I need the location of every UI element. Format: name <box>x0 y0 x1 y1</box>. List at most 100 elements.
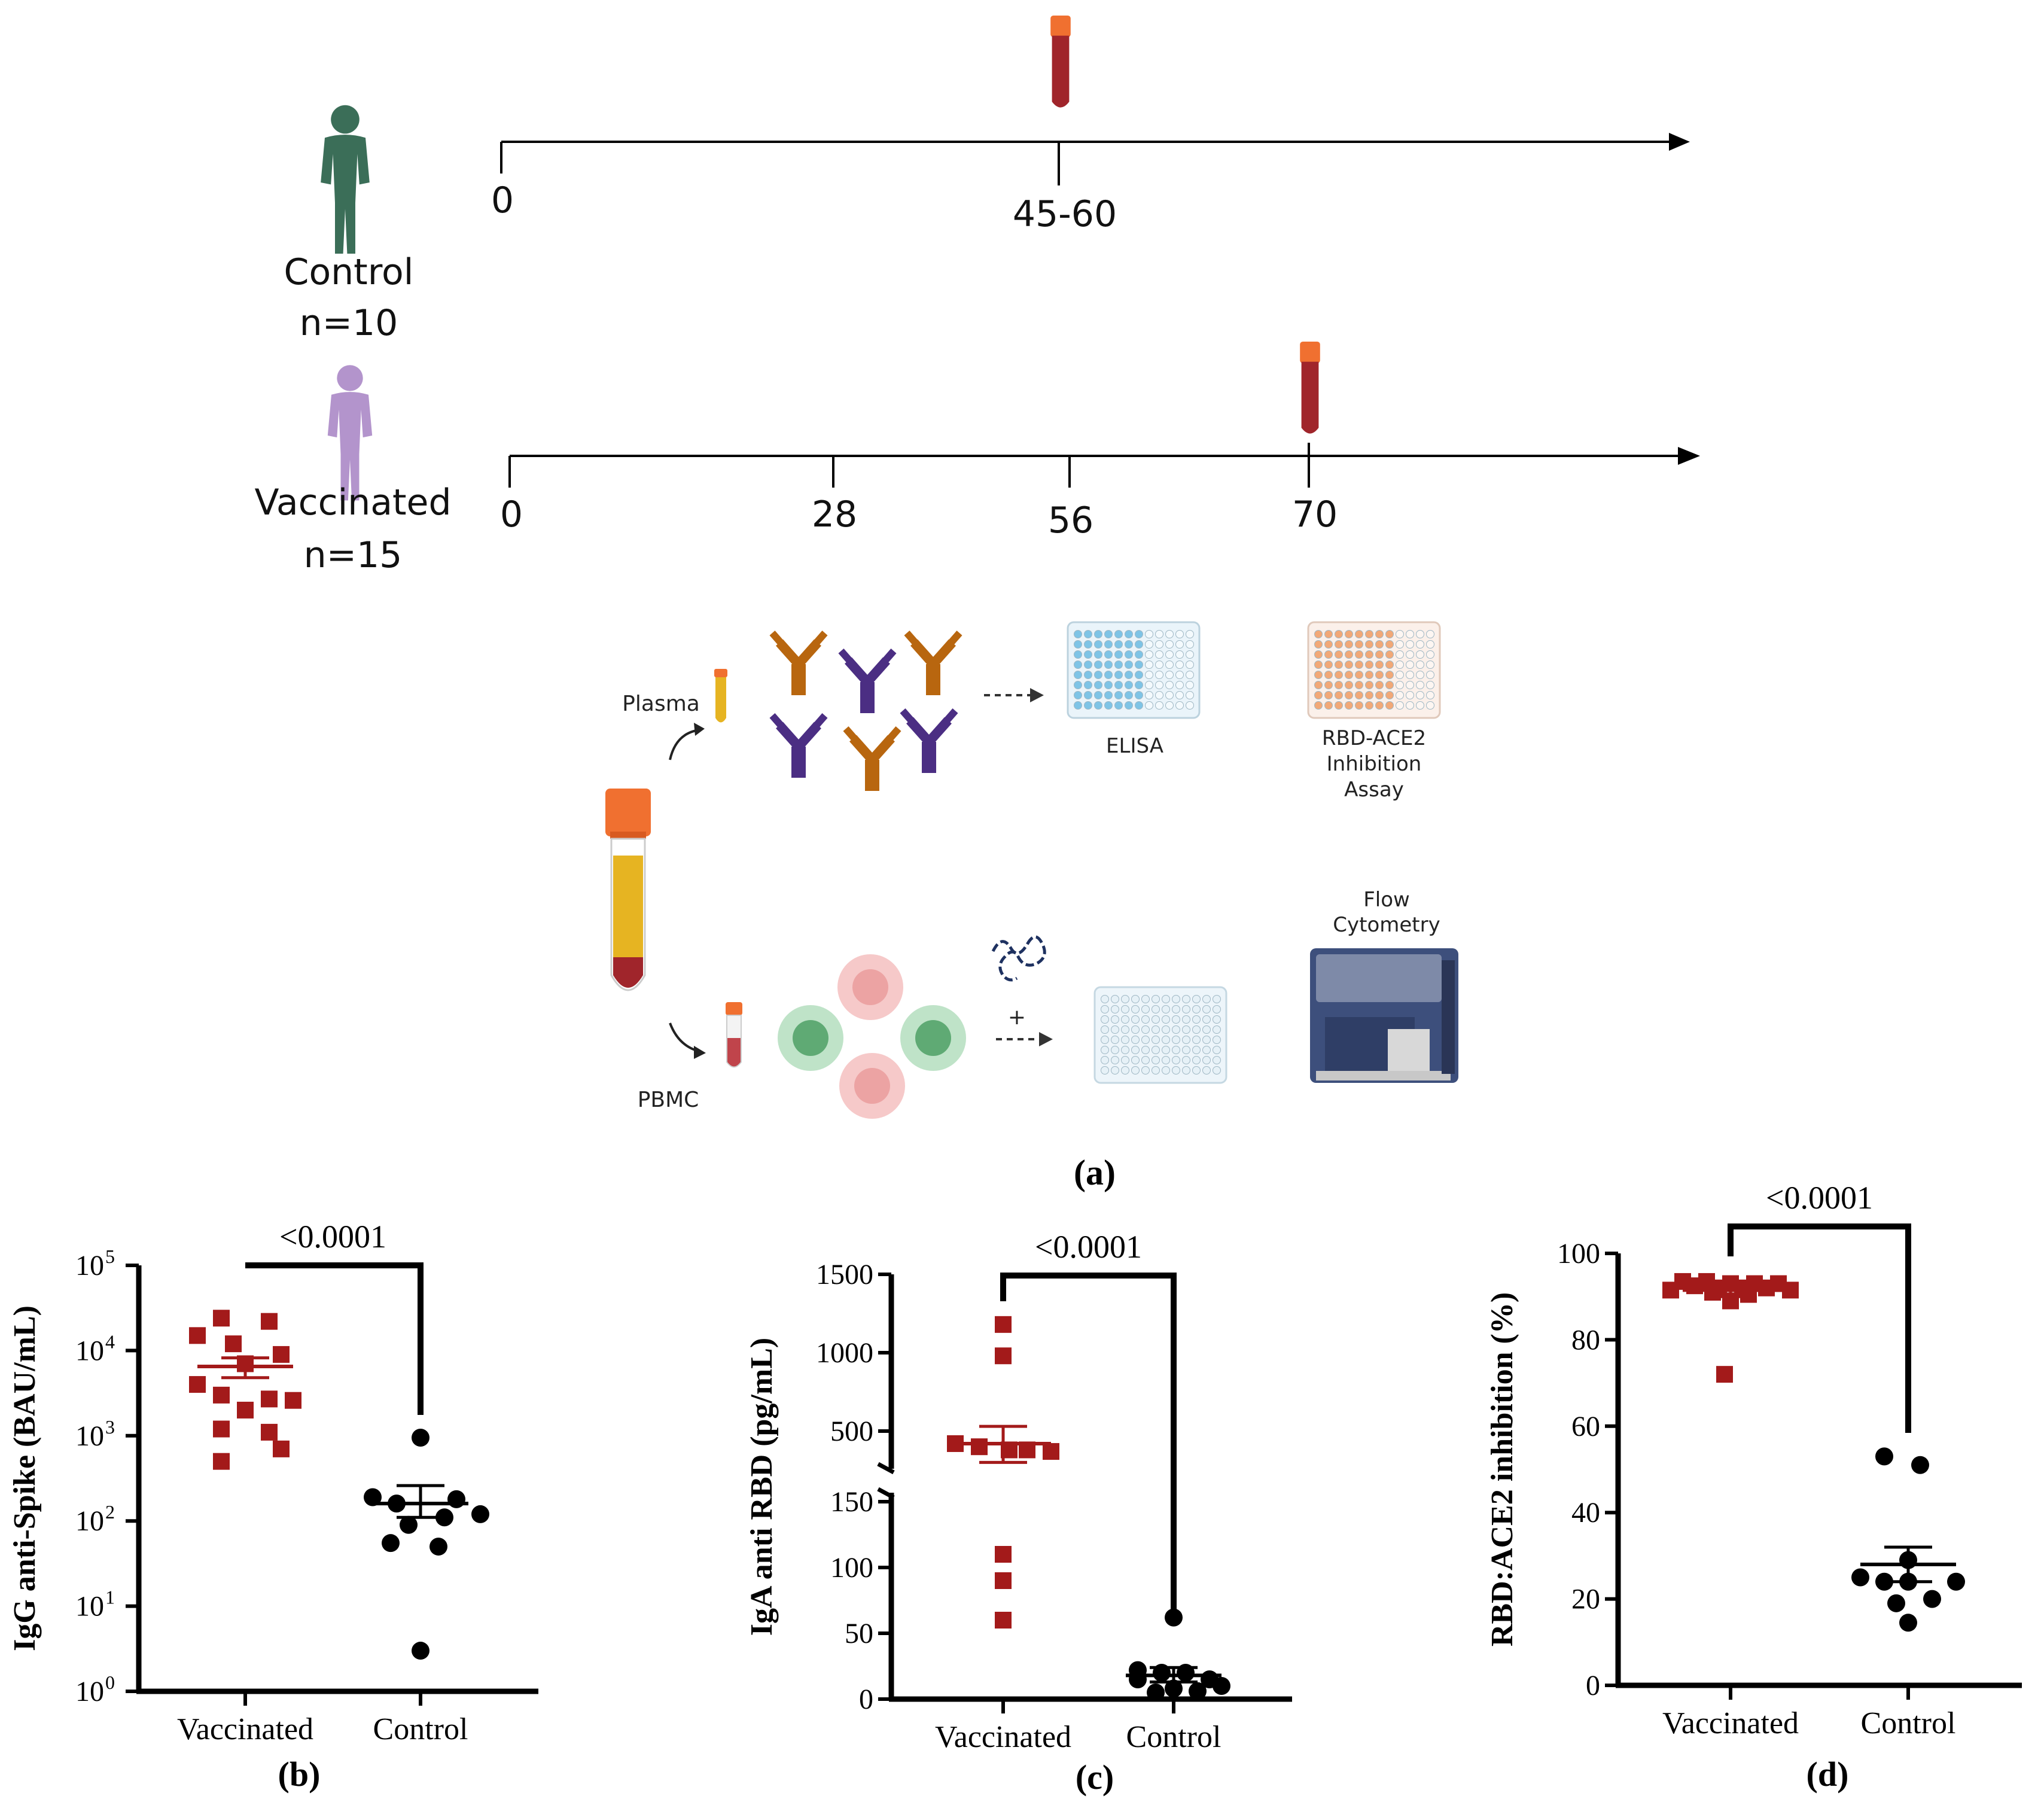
data-point-vaccinated <box>273 1346 290 1363</box>
well <box>1114 681 1123 689</box>
data-point-vaccinated <box>1043 1443 1059 1460</box>
well <box>1192 1046 1201 1054</box>
well <box>1162 1005 1170 1013</box>
well <box>1335 691 1343 699</box>
y-tick-exponent: 3 <box>105 1416 115 1438</box>
well <box>1084 650 1092 659</box>
well <box>1155 660 1163 669</box>
well <box>1074 660 1082 669</box>
vaccinated-tick-label-56: 56 <box>1048 500 1093 541</box>
data-point-vaccinated <box>1662 1282 1679 1299</box>
well <box>1375 671 1384 679</box>
well <box>1192 1066 1201 1075</box>
well <box>1125 691 1133 699</box>
well <box>1396 701 1404 710</box>
data-point-control <box>382 1534 400 1553</box>
well <box>1314 701 1323 710</box>
well <box>1084 681 1092 689</box>
well <box>1131 1056 1140 1064</box>
data-point-vaccinated <box>1782 1282 1799 1299</box>
well <box>1396 660 1404 669</box>
well <box>1172 1036 1180 1044</box>
well <box>1172 1066 1180 1075</box>
well <box>1125 630 1133 638</box>
well <box>1406 701 1414 710</box>
data-point-control <box>447 1490 465 1508</box>
well <box>1165 671 1174 679</box>
well <box>1213 1056 1221 1064</box>
well <box>1084 671 1092 679</box>
data-point-vaccinated <box>189 1327 206 1344</box>
control-person-icon <box>321 105 370 254</box>
well <box>1355 630 1363 638</box>
well <box>1406 650 1414 659</box>
well <box>1324 681 1333 689</box>
well <box>1406 630 1414 638</box>
well <box>1131 1005 1140 1013</box>
well <box>1406 681 1414 689</box>
control-label: Control <box>284 251 414 293</box>
well <box>1385 630 1394 638</box>
well <box>1335 671 1343 679</box>
well <box>1155 640 1163 649</box>
data-point-control <box>1851 1568 1869 1587</box>
well <box>1314 681 1323 689</box>
well <box>1396 691 1404 699</box>
well <box>1165 660 1174 669</box>
significance-bracket <box>1728 1223 1911 1433</box>
well <box>1192 1025 1201 1034</box>
well <box>1162 1036 1170 1044</box>
well <box>1152 1015 1160 1024</box>
control-timeline-arrowhead <box>1669 133 1690 151</box>
well <box>1074 671 1082 679</box>
antibody-icon <box>846 729 898 791</box>
well <box>1182 995 1190 1003</box>
well <box>1111 995 1119 1003</box>
well <box>1192 995 1201 1003</box>
well <box>1155 681 1163 689</box>
well <box>1355 681 1363 689</box>
panel-label: (b) <box>278 1755 321 1794</box>
well <box>1121 1056 1129 1064</box>
well <box>1186 660 1194 669</box>
well <box>1172 1005 1180 1013</box>
well <box>1131 1066 1140 1075</box>
data-point-control <box>412 1642 429 1660</box>
well <box>1345 630 1353 638</box>
well <box>1162 1025 1170 1034</box>
plus-sign: + <box>1008 1005 1026 1030</box>
well <box>1426 640 1434 649</box>
well <box>1202 1015 1211 1024</box>
well <box>1094 681 1102 689</box>
data-point-control <box>400 1515 418 1534</box>
well <box>1141 995 1150 1003</box>
y-tick-label: 0 <box>859 1684 873 1715</box>
y-tick-label: 10 <box>75 1250 104 1282</box>
well <box>1396 650 1404 659</box>
well <box>1192 1015 1201 1024</box>
data-point-vaccinated <box>285 1392 301 1409</box>
well <box>1162 995 1170 1003</box>
well <box>1426 691 1434 699</box>
y-tick-exponent: 0 <box>105 1672 115 1693</box>
well <box>1324 691 1333 699</box>
pbmc-tube-icon <box>726 1002 742 1068</box>
well <box>1094 671 1102 679</box>
well <box>1324 630 1333 638</box>
well <box>1084 660 1092 669</box>
plasma-arrowhead <box>694 723 705 736</box>
well <box>1152 1066 1160 1075</box>
vaccinated-timeline-arrowhead <box>1678 447 1700 465</box>
p-value-label: <0.0001 <box>279 1219 386 1255</box>
well <box>1165 681 1174 689</box>
well <box>1135 660 1143 669</box>
panel-label: (d) <box>1807 1755 1849 1794</box>
well <box>1335 660 1343 669</box>
well <box>1111 1015 1119 1024</box>
data-point-control <box>471 1505 489 1523</box>
well <box>1135 630 1143 638</box>
well <box>1426 671 1434 679</box>
well <box>1094 691 1102 699</box>
well <box>1175 660 1184 669</box>
